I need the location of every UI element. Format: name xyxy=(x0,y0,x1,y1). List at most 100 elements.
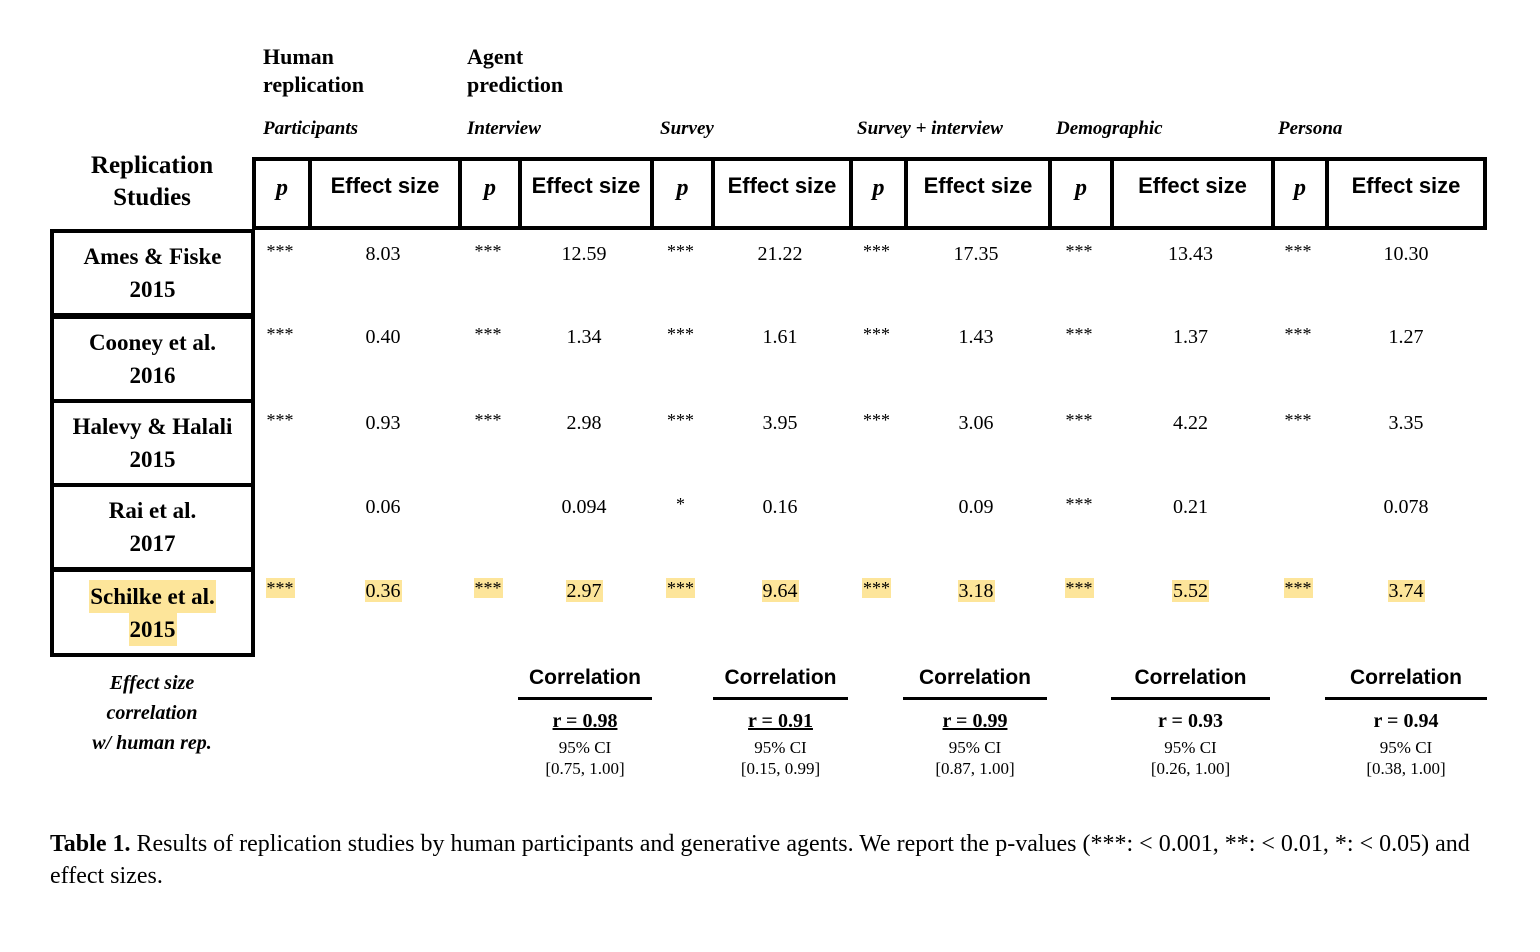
effect-size-cell: 3.35 xyxy=(1388,412,1424,434)
col-header-p: p xyxy=(650,157,711,230)
study-cooney: Cooney et al. 2016 xyxy=(50,315,255,403)
effect-size-cell: 0.094 xyxy=(561,496,607,518)
p-value-cell: *** xyxy=(1284,241,1312,261)
p-value-cell: *** xyxy=(474,324,502,344)
correlation-r: r = 0.99 xyxy=(942,710,1008,732)
correlation-ci-label: 95% CI xyxy=(754,738,807,757)
study-year: 2016 xyxy=(129,363,176,388)
correlation-ci-label: 95% CI xyxy=(558,738,612,757)
effect-size-cell: 3.06 xyxy=(958,412,994,434)
p-value-cell: *** xyxy=(474,241,502,261)
condition-survey: Survey xyxy=(660,118,714,139)
effect-size-cell: 0.078 xyxy=(1383,496,1429,518)
correlation-r: r = 0.98 xyxy=(552,710,618,732)
correlation-ci: [0.26, 1.00] xyxy=(1150,759,1231,778)
effect-size-cell: 3.95 xyxy=(762,412,798,434)
col-header-p: p xyxy=(252,157,308,230)
correlation-ci: [0.15, 0.99] xyxy=(740,759,821,778)
p-value-cell: *** xyxy=(666,578,695,598)
correlation-demographic: Correlation r = 0.93 95% CI [0.26, 1.00] xyxy=(1111,666,1270,779)
group-agent-prediction: Agent prediction xyxy=(467,44,564,97)
effect-size-cell: 0.36 xyxy=(364,580,402,602)
study-year: 2017 xyxy=(129,531,176,556)
correlation-survey: Correlation r = 0.91 95% CI [0.15, 0.99] xyxy=(713,666,848,779)
study-name: Cooney et al. xyxy=(88,330,217,355)
p-value-cell: * xyxy=(676,494,685,514)
p-value-cell: *** xyxy=(474,410,502,430)
col-header-p: p xyxy=(849,157,904,230)
p-value-cell: *** xyxy=(265,578,295,598)
effect-size-cell: 8.03 xyxy=(365,243,401,265)
p-value-cell: *** xyxy=(473,578,503,598)
condition-interview: Interview xyxy=(467,118,541,139)
effect-size-cell: 17.35 xyxy=(953,243,999,265)
condition-participants: Participants xyxy=(263,118,359,139)
col-header-p: p xyxy=(458,157,518,230)
effect-size-cell: 0.09 xyxy=(958,496,994,518)
correlation-r: r = 0.94 xyxy=(1373,710,1439,732)
p-value-cell: *** xyxy=(1283,578,1313,598)
col-header-effect-size: Effect size xyxy=(1110,157,1271,230)
correlation-ci-label: 95% CI xyxy=(1379,738,1433,757)
p-value-cell: *** xyxy=(667,324,694,344)
p-value-cell: *** xyxy=(266,410,294,430)
effect-size-cell: 5.52 xyxy=(1172,580,1209,602)
study-halevy-halali: Halevy & Halali 2015 xyxy=(50,399,255,487)
study-name: Ames & Fiske xyxy=(83,244,222,269)
p-value-cell: *** xyxy=(667,241,694,261)
correlation-ci-label: 95% CI xyxy=(1164,738,1217,757)
col-header-effect-size: Effect size xyxy=(308,157,458,230)
p-value-cell: *** xyxy=(1065,241,1093,261)
col-header-effect-size: Effect size xyxy=(904,157,1048,230)
p-value-cell: *** xyxy=(667,410,694,430)
p-value-cell: *** xyxy=(1284,324,1312,344)
col-header-p: p xyxy=(1048,157,1110,230)
group-human-replication: Human replication xyxy=(263,44,365,97)
p-value-cell: *** xyxy=(862,578,891,598)
condition-survey-interview: Survey + interview xyxy=(857,118,1003,139)
study-year: 2015 xyxy=(128,612,177,646)
study-ames-fiske: Ames & Fiske 2015 xyxy=(50,229,255,317)
p-value-cell: *** xyxy=(1065,494,1093,514)
correlation-ci-label: 95% CI xyxy=(948,738,1002,757)
correlation-title: Correlation xyxy=(713,666,848,700)
correlation-r: r = 0.93 xyxy=(1158,710,1223,732)
study-name: Rai et al. xyxy=(108,498,197,523)
study-year: 2015 xyxy=(129,447,176,472)
effect-size-cell: 0.21 xyxy=(1173,496,1208,518)
condition-persona: Persona xyxy=(1278,118,1343,139)
col-header-p: p xyxy=(1271,157,1325,230)
caption-label: Table 1. xyxy=(50,831,131,857)
study-year: 2015 xyxy=(129,277,176,302)
p-value-cell: *** xyxy=(266,241,294,261)
correlation-ci: [0.38, 1.00] xyxy=(1366,759,1446,778)
col-header-effect-size: Effect size xyxy=(711,157,849,230)
p-value-cell: *** xyxy=(863,241,890,261)
correlation-ci: [0.87, 1.00] xyxy=(935,759,1015,778)
p-value-cell: *** xyxy=(1284,410,1312,430)
col-header-effect-size: Effect size xyxy=(518,157,650,230)
effect-size-cell: 1.34 xyxy=(566,326,602,348)
correlation-ci: [0.75, 1.00] xyxy=(545,759,625,778)
p-value-cell: *** xyxy=(1065,324,1093,344)
effect-size-cell: 0.06 xyxy=(365,496,401,518)
p-value-cell: *** xyxy=(863,324,890,344)
condition-demographic: Demographic xyxy=(1056,118,1163,139)
study-name: Halevy & Halali xyxy=(72,414,233,439)
p-value-cell: *** xyxy=(266,324,294,344)
p-value-cell: *** xyxy=(1065,410,1093,430)
effect-size-cell: 1.43 xyxy=(958,326,994,348)
effect-size-cell: 21.22 xyxy=(757,243,803,265)
effect-size-cell: 0.40 xyxy=(365,326,401,348)
effect-size-cell: 12.59 xyxy=(561,243,607,265)
p-value-cell: *** xyxy=(1064,578,1094,598)
effect-size-cell: 4.22 xyxy=(1173,412,1208,434)
effect-size-cell: 0.16 xyxy=(762,496,798,518)
effect-size-cell: 3.18 xyxy=(957,580,995,602)
correlation-title: Correlation xyxy=(518,666,652,700)
caption-text: Results of replication studies by human … xyxy=(50,831,1470,889)
correlation-title: Correlation xyxy=(1325,666,1487,700)
study-schilke: Schilke et al. 2015 xyxy=(50,568,255,657)
effect-size-cell: 2.98 xyxy=(566,412,602,434)
replication-studies-label: Replication Studies xyxy=(90,152,214,211)
